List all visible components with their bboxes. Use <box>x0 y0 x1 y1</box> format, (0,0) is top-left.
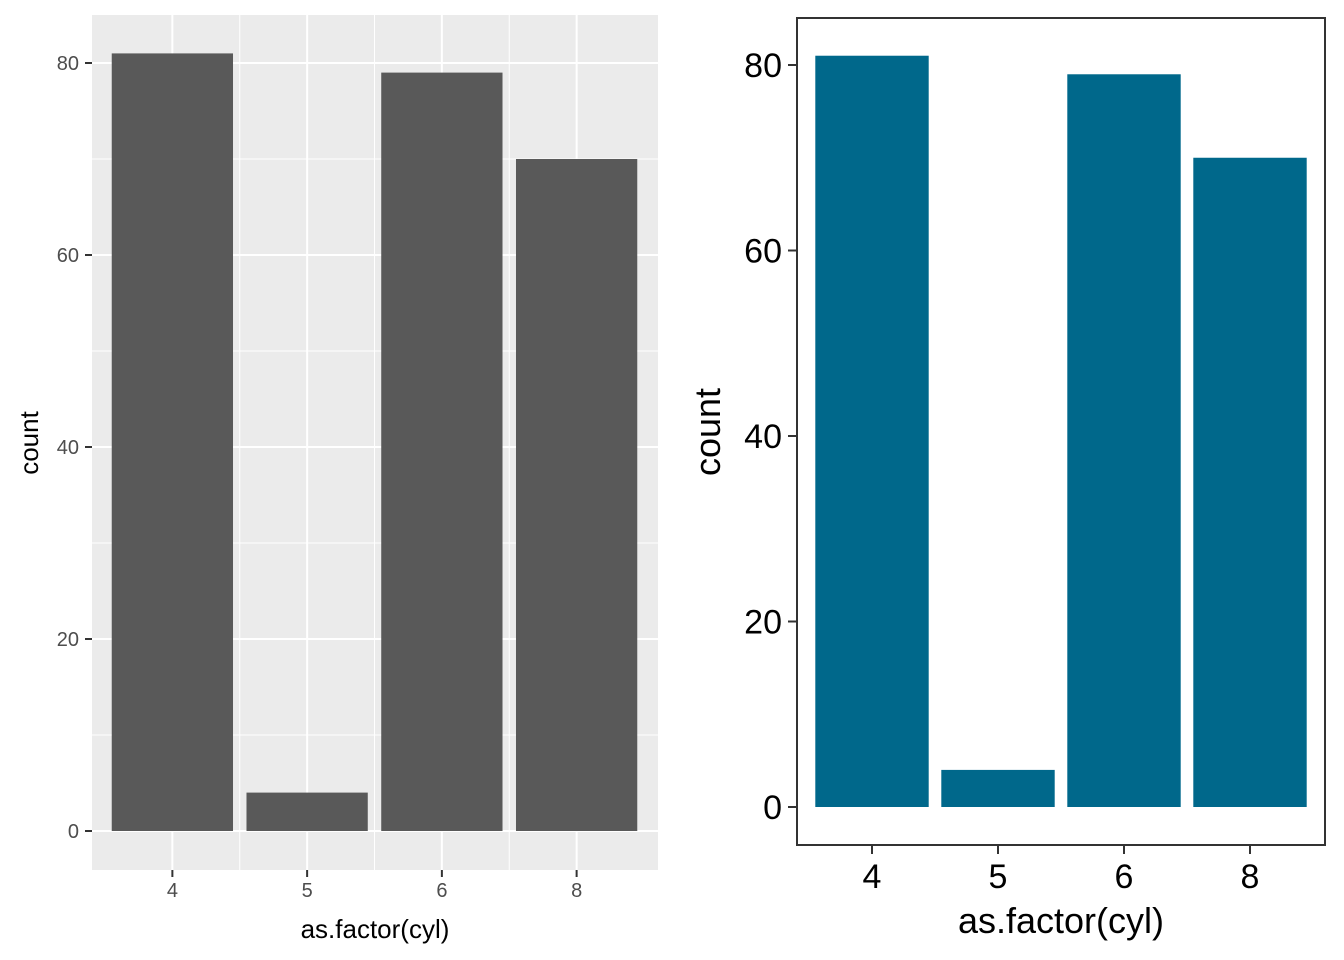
bar <box>1067 74 1181 807</box>
y-tick-label: 60 <box>57 245 79 267</box>
y-tick-label: 80 <box>744 47 782 85</box>
y-tick-label: 40 <box>57 437 79 459</box>
bar <box>246 792 368 831</box>
left-y-axis: 0 20 40 60 80 <box>57 53 92 843</box>
bar <box>381 72 503 832</box>
left-y-axis-title: count <box>14 410 44 474</box>
bar <box>941 769 1055 807</box>
right-x-axis: 4 5 6 8 <box>863 845 1260 896</box>
y-tick-label: 80 <box>57 53 79 75</box>
right-chart: 0 20 40 60 80 4 5 6 8 as.factor(cyl) count <box>687 17 1326 941</box>
left-bars <box>111 53 638 832</box>
y-tick-label: 0 <box>68 821 79 843</box>
x-tick-label: 5 <box>302 880 313 902</box>
x-tick-label: 8 <box>571 880 582 902</box>
bar <box>515 159 638 831</box>
right-bars <box>815 55 1307 808</box>
y-tick-label: 0 <box>763 789 782 827</box>
y-tick-label: 40 <box>744 418 782 456</box>
left-x-axis-title: as.factor(cyl) <box>301 914 450 944</box>
right-y-axis: 0 20 40 60 80 <box>744 47 797 827</box>
left-chart: 0 20 40 60 80 4 5 6 8 as.factor(cyl) count <box>14 15 658 944</box>
right-x-axis-title: as.factor(cyl) <box>958 900 1164 941</box>
right-y-axis-title: count <box>687 388 728 476</box>
left-x-axis: 4 5 6 8 <box>167 870 582 902</box>
x-tick-label: 6 <box>436 880 447 902</box>
bar <box>815 55 929 808</box>
x-tick-label: 6 <box>1115 858 1134 896</box>
bar <box>111 53 234 831</box>
x-tick-label: 4 <box>167 880 178 902</box>
bar <box>1193 157 1307 807</box>
x-tick-label: 5 <box>989 858 1008 896</box>
y-tick-label: 60 <box>744 233 782 271</box>
x-tick-label: 4 <box>863 858 882 896</box>
y-tick-label: 20 <box>57 629 79 651</box>
x-tick-label: 8 <box>1241 858 1260 896</box>
y-tick-label: 20 <box>744 604 782 642</box>
